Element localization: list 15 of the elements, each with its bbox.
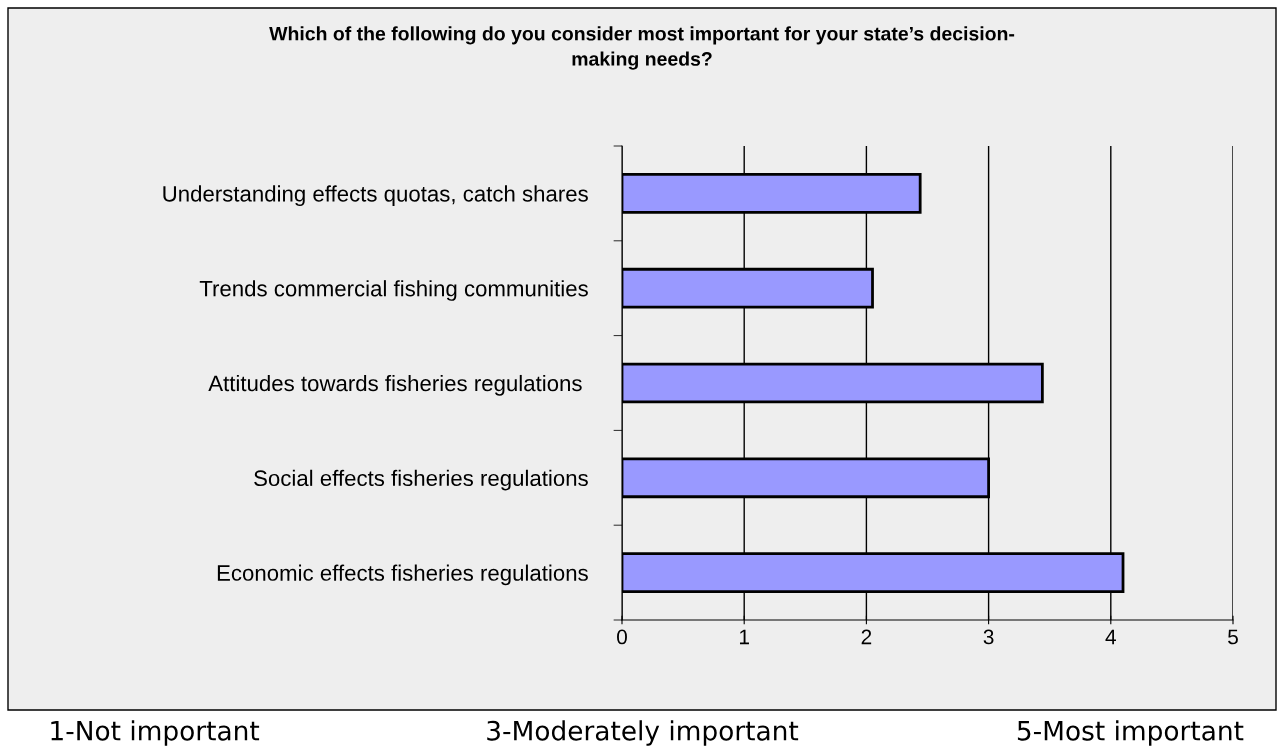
x-tick-label: 1 [740, 629, 749, 645]
y-tick-label: Understanding effects quotas, catch shares [163, 185, 588, 207]
chart-title: Which of the following do you consider most important for your state’s decision- making needs? [269, 26, 1015, 70]
y-tick-label: Social effects fisheries regulations [254, 469, 588, 491]
x-tick-label: 2 [861, 629, 872, 645]
text: 1-Not important [51, 720, 260, 746]
x-tick-label: 0 [617, 629, 627, 645]
x-tick-label: 3 [983, 629, 994, 645]
y-tick-label: Trends commercial fishing communities [199, 280, 588, 301]
y-tick-label: Attitudes towards fisheries regulations [208, 374, 582, 396]
text: 5-Most important [1017, 720, 1244, 746]
text: 3-Moderately important [487, 720, 799, 746]
y-tick-label: Economic effects fisheries regulations [217, 564, 588, 586]
x-tick-label: 5 [1228, 629, 1238, 645]
x-tick-label: 4 [1105, 629, 1116, 645]
